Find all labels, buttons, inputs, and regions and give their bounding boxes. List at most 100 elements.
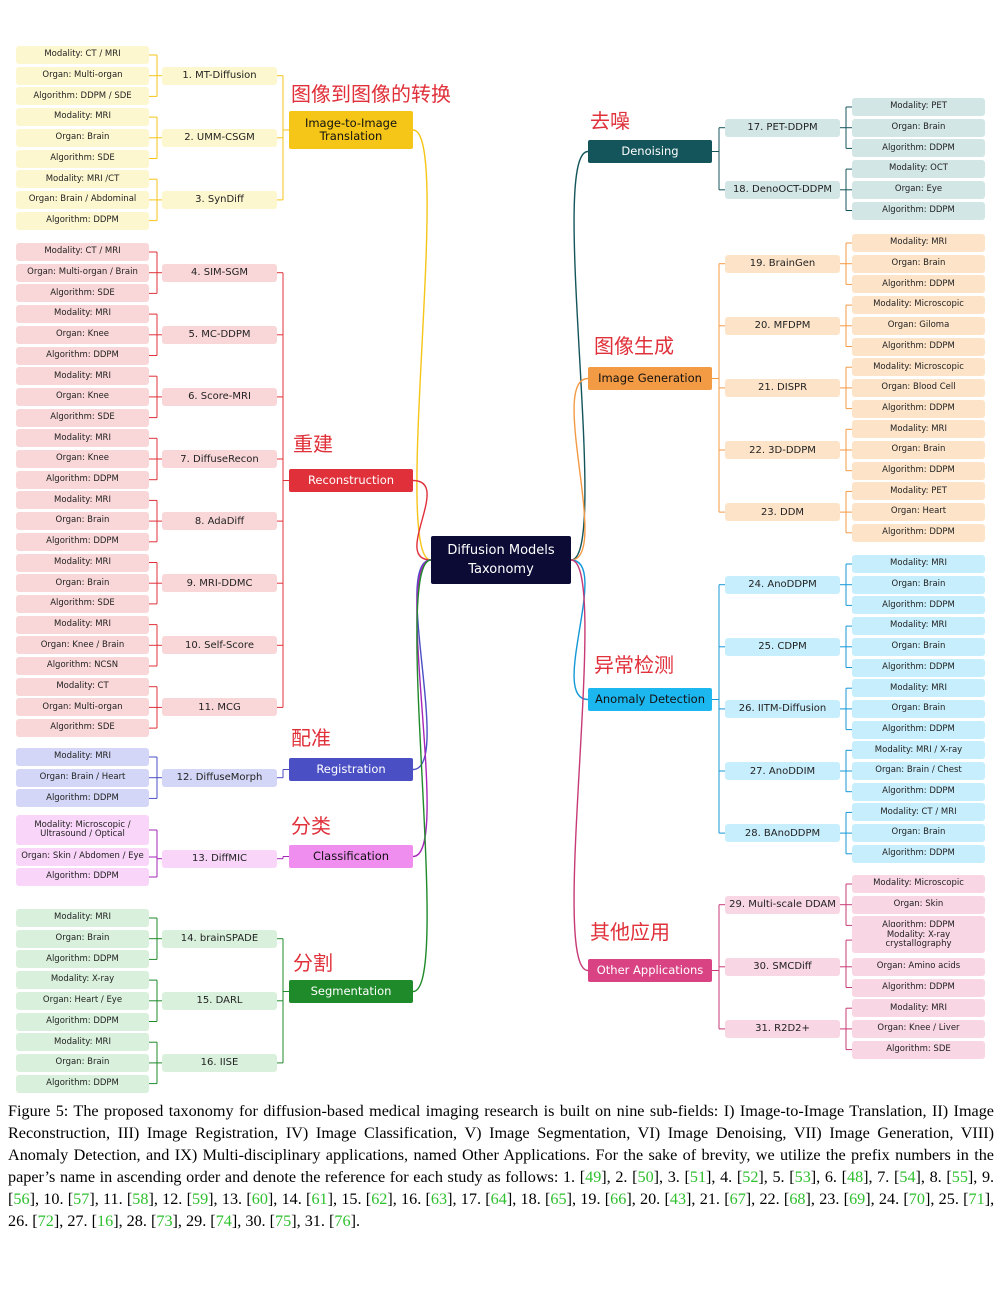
category-chinese-label: 图像到图像的转换 [291,82,451,106]
leaf-node: Organ: Brain [852,699,985,718]
leaf-node-label: Algorithm: DDPM [46,214,119,225]
category-seg: Segmentation [289,980,413,1003]
paper-node-label: 1. MT-Diffusion [182,70,257,82]
reference-link[interactable]: 55 [951,1168,968,1186]
leaf-node-label: Modality: PET [890,485,947,496]
leaf-node-label: Organ: Brain / Chest [875,765,962,776]
paper-node-label: 4. SIM-SGM [191,267,248,279]
leaf-node: Modality: MRI [16,429,149,448]
reference-link[interactable]: 61 [311,1190,328,1208]
paper-node: 27. AnoDDIM [725,762,840,780]
paper-node-label: 26. IITM-Diffusion [738,703,827,715]
leaf-node: Algorithm: SDE [16,594,149,613]
reference-link[interactable]: 72 [37,1212,54,1230]
leaf-node-label: Organ: Brain [55,132,110,143]
leaf-node-label: Algorithm: DDPM [882,848,955,859]
leaf-node-label: Organ: Brain [55,515,110,526]
reference-link[interactable]: 58 [132,1190,149,1208]
category-i2i: Image-to-Image Translation [289,111,413,149]
leaf-node: Modality: MRI [16,491,149,510]
leaf-node-label: Modality: MRI /CT [45,173,120,184]
reference-link[interactable]: 54 [899,1168,916,1186]
category-label: Classification [312,849,390,864]
category-chinese-label: 去噪 [590,109,630,133]
reference-link[interactable]: 76 [334,1212,351,1230]
paper-node: 16. IISE [162,1053,277,1072]
reference-link[interactable]: 68 [789,1190,806,1208]
paper-node: 21. DISPR [725,378,840,397]
reference-link[interactable]: 63 [430,1190,448,1208]
leaf-node: Organ: Blood Cell [852,378,985,397]
reference-link[interactable]: 50 [637,1168,654,1186]
reference-link[interactable]: 52 [742,1168,759,1186]
category-reg: Registration [289,758,413,781]
paper-node: 6. Score-MRI [162,387,277,406]
leaf-node-label: Organ: Multi-organ [42,70,123,81]
paper-node-label: 13. DiffMIC [191,853,247,865]
reference-link[interactable]: 64 [490,1190,507,1208]
reference-link[interactable]: 65 [550,1190,567,1208]
paper-node: 28. BAnoDDPM [725,824,840,843]
reference-link[interactable]: 74 [215,1212,232,1230]
leaf-node-label: Modality: MRI [54,912,111,923]
paper-node-label: 22. 3D-DDPM [749,444,816,456]
leaf-node: Organ: Knee / Brain [16,636,149,655]
reference-link[interactable]: 43 [669,1190,687,1208]
leaf-node-label: Algorithm: DDPM [46,953,119,964]
reference-link[interactable]: 62 [371,1190,388,1208]
paper-node-label: 30. SMCDiff [753,961,812,973]
reference-link[interactable]: 48 [846,1168,864,1186]
reference-link[interactable]: 66 [610,1190,627,1208]
category-label: Other Applications [596,963,704,978]
paper-node-label: 28. BAnoDDPM [744,827,821,839]
paper-node: 24. AnoDDPM [725,575,840,594]
leaf-node-label: Organ: Skin [893,899,944,910]
leaf-node: Algorithm: DDPM [852,782,985,801]
branch-curve [412,479,432,561]
reference-link[interactable]: 67 [729,1190,746,1208]
reference-link[interactable]: 75 [275,1212,292,1230]
leaf-node-label: Organ: Brain [891,444,946,455]
leaf-node-label: Organ: Brain [55,577,110,588]
reference-link[interactable]: 16 [97,1212,114,1230]
leaf-node-label: Algorithm: SDE [50,598,115,609]
reference-link[interactable]: 59 [191,1190,209,1208]
leaf-node-label: Modality: Microscopic [873,299,964,310]
leaf-node: Modality: Microscopic [852,296,985,315]
reference-link[interactable]: 69 [849,1190,866,1208]
reference-link[interactable]: 56 [13,1190,30,1208]
reference-link[interactable]: 49 [585,1168,602,1186]
category-cls: Classification [289,845,413,868]
leaf-node-label: Modality: Microscopic [873,361,964,372]
reference-link[interactable]: 70 [908,1190,925,1208]
leaf-node: Organ: Brain [16,574,149,593]
reference-link[interactable]: 71 [968,1190,985,1208]
reference-link[interactable]: 57 [73,1190,90,1208]
leaf-node: Algorithm: DDPM [16,470,149,489]
leaf-node-label: Algorithm: DDPM [46,349,119,360]
paper-node-label: 3. SynDiff [195,194,244,206]
leaf-node-label: Modality: PET [890,101,947,112]
branch-curve [412,559,432,858]
reference-link[interactable]: 73 [156,1212,173,1230]
leaf-node-label: Organ: Knee [55,329,109,340]
leaf-node-label: Algorithm: DDPM [882,340,955,351]
leaf-node: Algorithm: DDPM [16,346,149,365]
leaf-node-label: Algorithm: DDPM [46,792,119,803]
leaf-node: Algorithm: DDPM [852,720,985,739]
category-label-line2: Translation [319,129,383,143]
leaf-node: Organ: Amino acids [852,957,985,976]
leaf-node-label: Modality: MRI [54,370,111,381]
paper-node: 14. brainSPADE [162,929,277,948]
leaf-node: Organ: Brain [16,128,149,147]
reference-link[interactable]: 53 [794,1168,811,1186]
reference-link[interactable]: 51 [689,1168,707,1186]
paper-node: 1. MT-Diffusion [162,66,277,85]
leaf-node: Modality: MRI [16,909,149,927]
category-ano: Anomaly Detection [588,688,712,711]
root-node: Diffusion Models Taxonomy [431,536,571,584]
leaf-node-label: Algorithm: SDE [50,287,115,298]
leaf-node-label: Algorithm: SDE [886,1043,951,1054]
leaf-node-label: Modality: MRI [54,111,111,122]
reference-link[interactable]: 60 [251,1190,268,1208]
